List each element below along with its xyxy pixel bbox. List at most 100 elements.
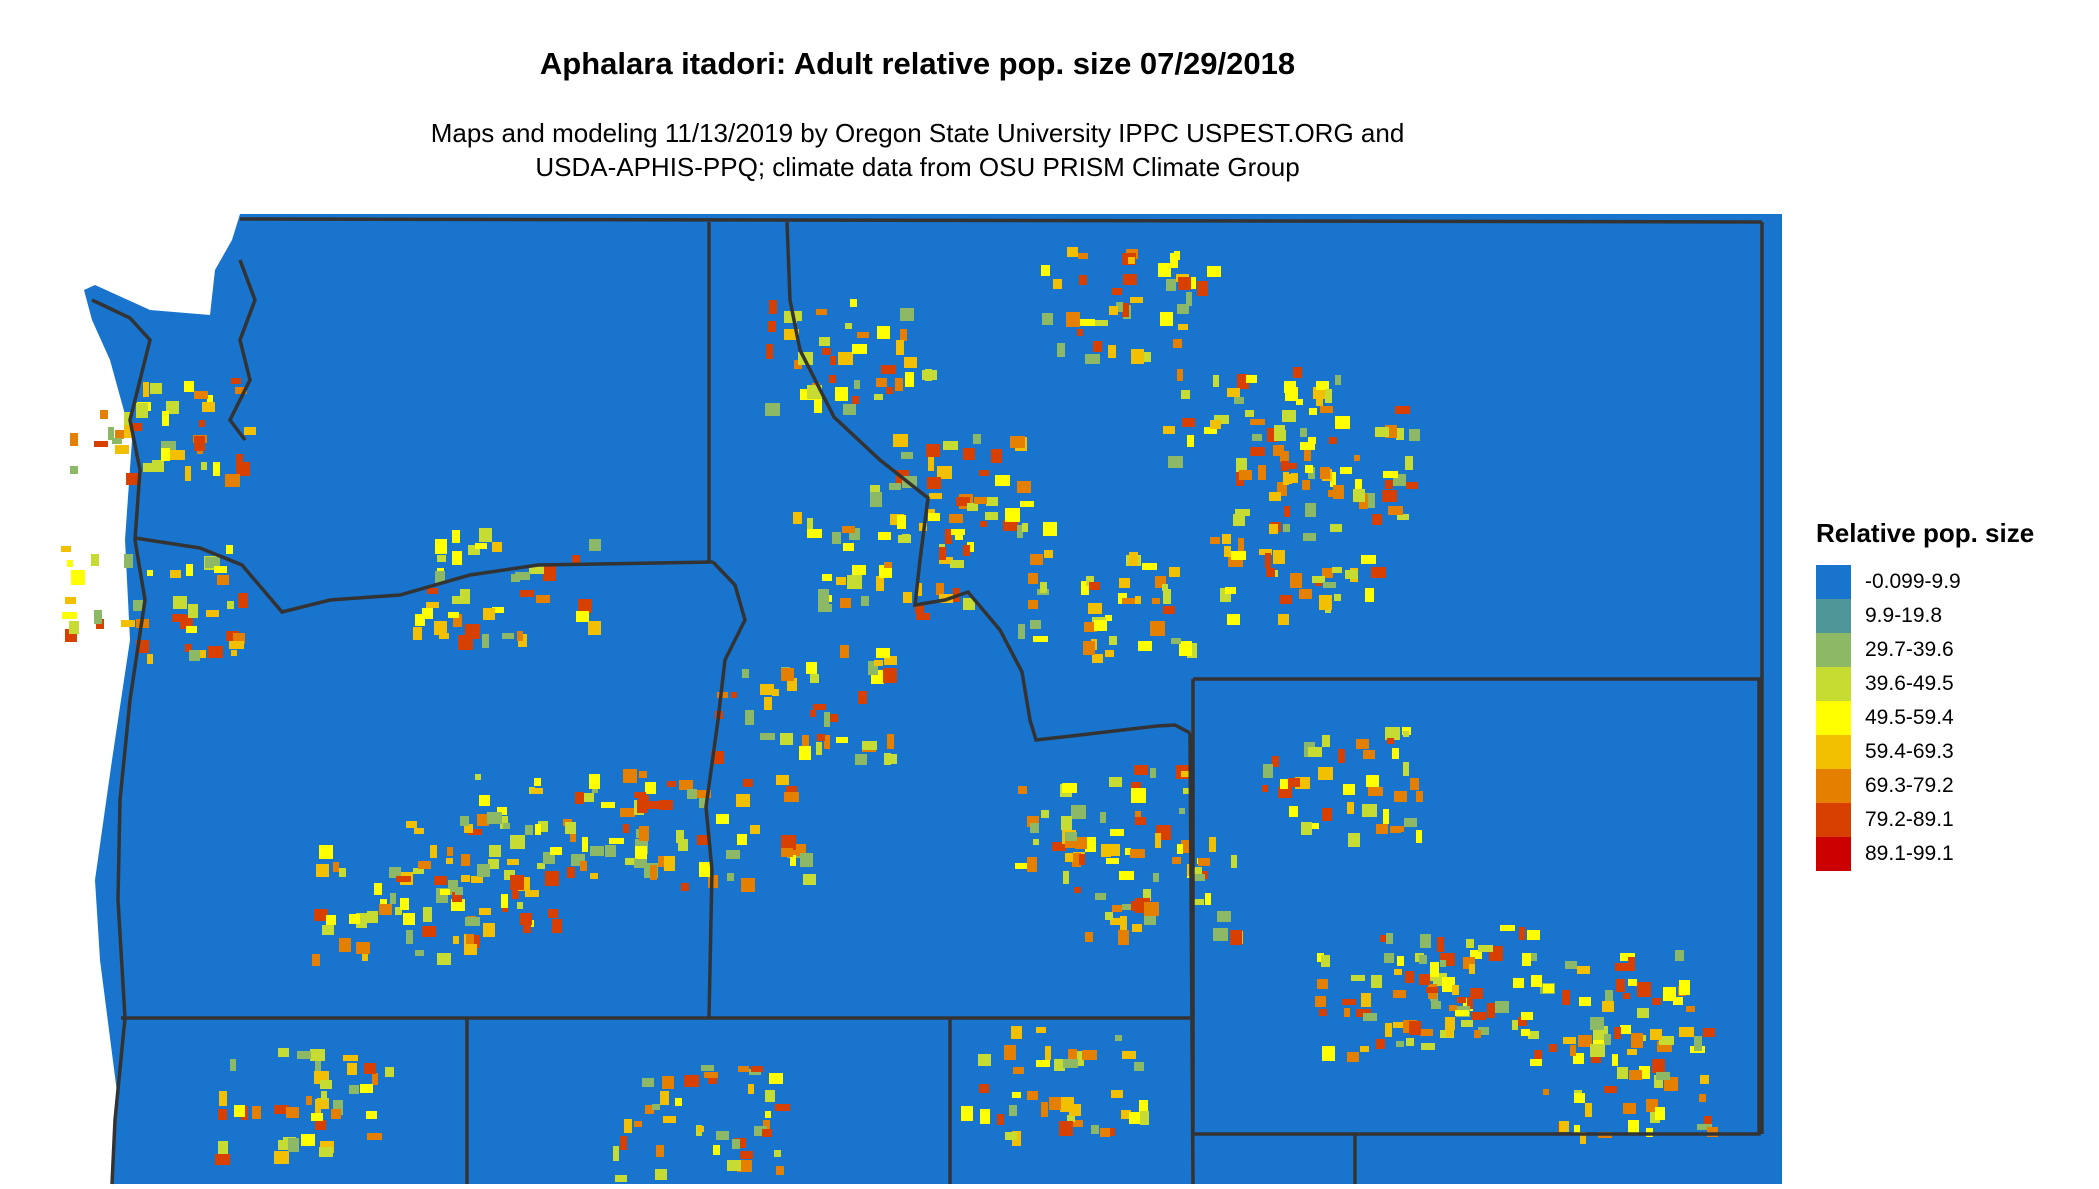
map-cell bbox=[887, 734, 894, 749]
map-cell bbox=[1112, 905, 1122, 912]
map-cell bbox=[1614, 1027, 1621, 1039]
map-cell bbox=[1214, 415, 1229, 424]
map-cell bbox=[836, 577, 846, 585]
map-cell bbox=[1233, 514, 1245, 526]
map-cell bbox=[648, 801, 660, 809]
legend-item: 29.7-39.6 bbox=[1816, 633, 2034, 667]
map-cell bbox=[1109, 636, 1117, 645]
map-cell bbox=[529, 566, 544, 574]
map-cell bbox=[949, 514, 963, 523]
map-cell bbox=[1620, 1025, 1631, 1034]
map-cell bbox=[1063, 1059, 1078, 1068]
map-cell bbox=[850, 299, 857, 307]
map-cell bbox=[422, 926, 436, 937]
map-cell bbox=[1617, 1067, 1628, 1079]
map-cell bbox=[1397, 514, 1409, 520]
map-cell bbox=[1409, 429, 1420, 441]
map-cell bbox=[951, 529, 965, 535]
map-cell bbox=[810, 710, 816, 717]
map-cell bbox=[684, 1075, 699, 1087]
map-cell bbox=[659, 800, 673, 810]
map-cell bbox=[112, 438, 122, 444]
map-cell bbox=[1028, 573, 1038, 584]
map-cell bbox=[320, 1080, 332, 1089]
map-cell bbox=[1017, 525, 1023, 538]
map-cell bbox=[1442, 977, 1455, 992]
map-cell bbox=[1089, 582, 1100, 590]
map-cell bbox=[945, 529, 952, 544]
map-cell bbox=[675, 1098, 682, 1106]
map-cell bbox=[1397, 956, 1404, 966]
map-cell bbox=[1628, 1120, 1639, 1134]
map-cell bbox=[507, 859, 519, 865]
map-cell bbox=[406, 930, 413, 944]
map-cell bbox=[133, 600, 143, 611]
map-cell bbox=[1177, 369, 1183, 381]
map-cell bbox=[489, 845, 501, 857]
map-cell bbox=[793, 512, 802, 524]
map-cell bbox=[1062, 783, 1077, 793]
map-cell bbox=[1265, 553, 1271, 568]
map-cell bbox=[1274, 430, 1286, 441]
map-cell bbox=[161, 448, 170, 461]
map-cell bbox=[1119, 578, 1130, 588]
map-cell bbox=[1171, 638, 1181, 644]
map-cell bbox=[1663, 987, 1676, 1001]
map-cell bbox=[1659, 1036, 1674, 1045]
map-cell bbox=[465, 624, 480, 639]
map-cell bbox=[883, 668, 897, 683]
legend-swatch bbox=[1816, 701, 1851, 735]
map-cell bbox=[374, 883, 382, 895]
map-cell bbox=[62, 612, 77, 619]
map-cell bbox=[1308, 747, 1322, 757]
map-cell bbox=[379, 904, 392, 915]
map-cell bbox=[126, 473, 141, 485]
map-cell bbox=[1132, 924, 1142, 932]
map-cell bbox=[1395, 406, 1410, 414]
map-cell bbox=[1534, 1050, 1542, 1064]
map-cell bbox=[1169, 567, 1180, 577]
map-cell bbox=[1323, 582, 1336, 588]
map-cell bbox=[214, 566, 227, 573]
map-cell bbox=[1284, 463, 1297, 469]
map-cell bbox=[186, 626, 197, 633]
map-cell bbox=[238, 593, 248, 608]
map-cell bbox=[1284, 381, 1296, 393]
map-cell bbox=[1183, 788, 1194, 794]
map-cell bbox=[1139, 1100, 1148, 1114]
map-cell bbox=[1174, 251, 1180, 260]
map-cell bbox=[886, 387, 893, 394]
map-cell bbox=[1319, 1009, 1327, 1016]
map-cell bbox=[847, 575, 862, 589]
map-cell bbox=[827, 714, 838, 722]
map-cell bbox=[315, 1099, 321, 1113]
map-cell bbox=[1109, 777, 1122, 787]
map-cell bbox=[520, 590, 534, 597]
map-cell bbox=[601, 802, 615, 808]
map-cell bbox=[698, 1126, 704, 1132]
map-cell bbox=[1041, 1102, 1048, 1117]
map-cell bbox=[1172, 857, 1181, 864]
map-cell bbox=[483, 923, 495, 937]
map-cell bbox=[362, 954, 368, 961]
map-cell bbox=[915, 604, 924, 613]
map-cell bbox=[1252, 434, 1262, 441]
map-cell bbox=[813, 704, 826, 710]
map-cell bbox=[1405, 456, 1413, 470]
map-cell bbox=[65, 597, 76, 604]
map-cell bbox=[1273, 445, 1284, 456]
map-cell bbox=[1293, 367, 1302, 378]
map-cell bbox=[400, 898, 409, 910]
map-cell bbox=[501, 894, 508, 908]
map-cell bbox=[172, 614, 186, 622]
map-cell bbox=[1217, 911, 1231, 922]
map-cell bbox=[704, 1072, 718, 1078]
border-id-wy bbox=[1188, 732, 1195, 1185]
map-cell bbox=[1393, 1022, 1404, 1028]
map-cell bbox=[662, 1076, 674, 1089]
map-cell bbox=[929, 493, 942, 499]
map-cell bbox=[1347, 1052, 1359, 1062]
map-cell bbox=[1650, 1029, 1662, 1040]
map-cell bbox=[877, 326, 890, 339]
coastline bbox=[91, 298, 152, 1185]
